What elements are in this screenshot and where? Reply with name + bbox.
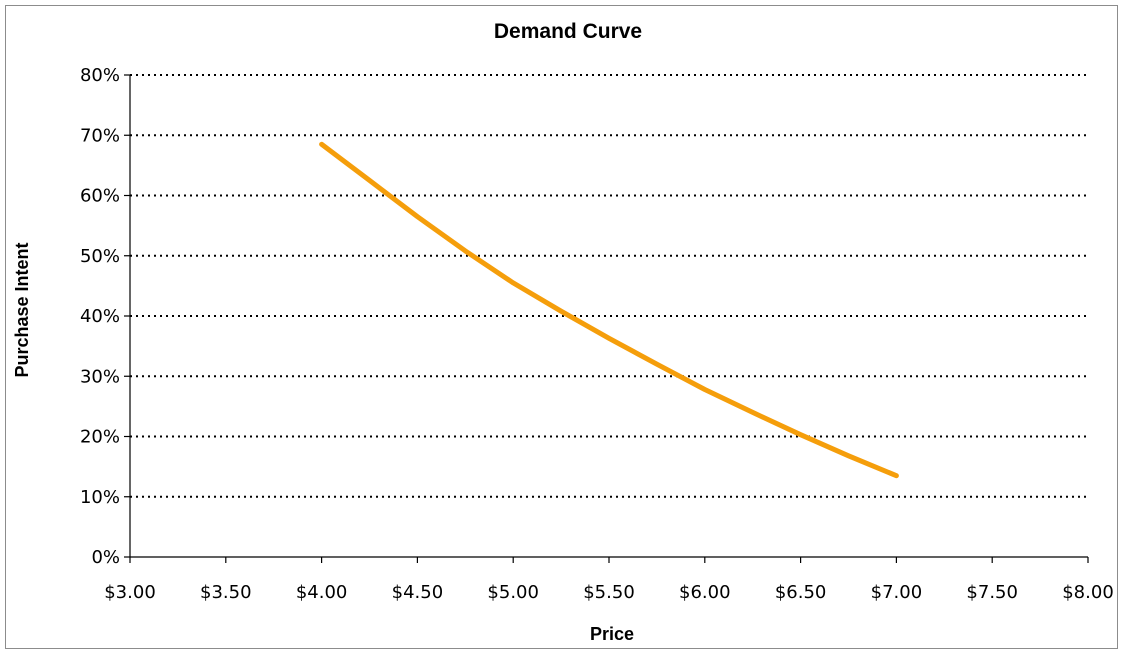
y-tick-labels: 0% 10% 20% 30% 40% 50% 60% 70% 80% [80,65,120,568]
y-tick-label-3: 30% [80,366,120,387]
y-tick-label-6: 60% [80,186,120,207]
series-layer [319,141,899,479]
x-tick-label-3: $4.50 [392,582,444,603]
y-tick-label-7: 70% [80,125,120,146]
x-tick-label-5: $5.50 [583,582,635,603]
x-tick-label-7: $6.50 [775,582,827,603]
y-tick-label-2: 20% [80,427,120,448]
x-tick-label-8: $7.00 [871,582,923,603]
chart-frame [5,5,1118,649]
y-axis-title: Purchase Intent [12,242,32,377]
series-line-0 [319,141,899,479]
x-tick-label-1: $3.50 [200,582,252,603]
y-tick-label-4: 40% [80,306,120,327]
x-axis-title: Price [590,624,634,644]
x-tick-label-2: $4.00 [296,582,348,603]
y-tick-label-0: 0% [91,547,120,568]
x-tick-label-6: $6.00 [679,582,731,603]
x-tick-label-0: $3.00 [104,582,156,603]
y-tick-label-5: 50% [80,246,120,267]
x-tick-label-9: $7.50 [966,582,1018,603]
x-tick-label-10: $8.00 [1062,582,1114,603]
gridlines [130,74,1088,498]
x-tick-label-4: $5.00 [487,582,539,603]
axes [124,74,1089,563]
chart-title: Demand Curve [494,20,642,43]
y-tick-label-8: 80% [80,65,120,86]
y-tick-label-1: 10% [80,487,120,508]
x-tick-labels: $3.00 $3.50 $4.00 $4.50 $5.00 $5.50 $6.00 $6.50… [104,582,1114,603]
